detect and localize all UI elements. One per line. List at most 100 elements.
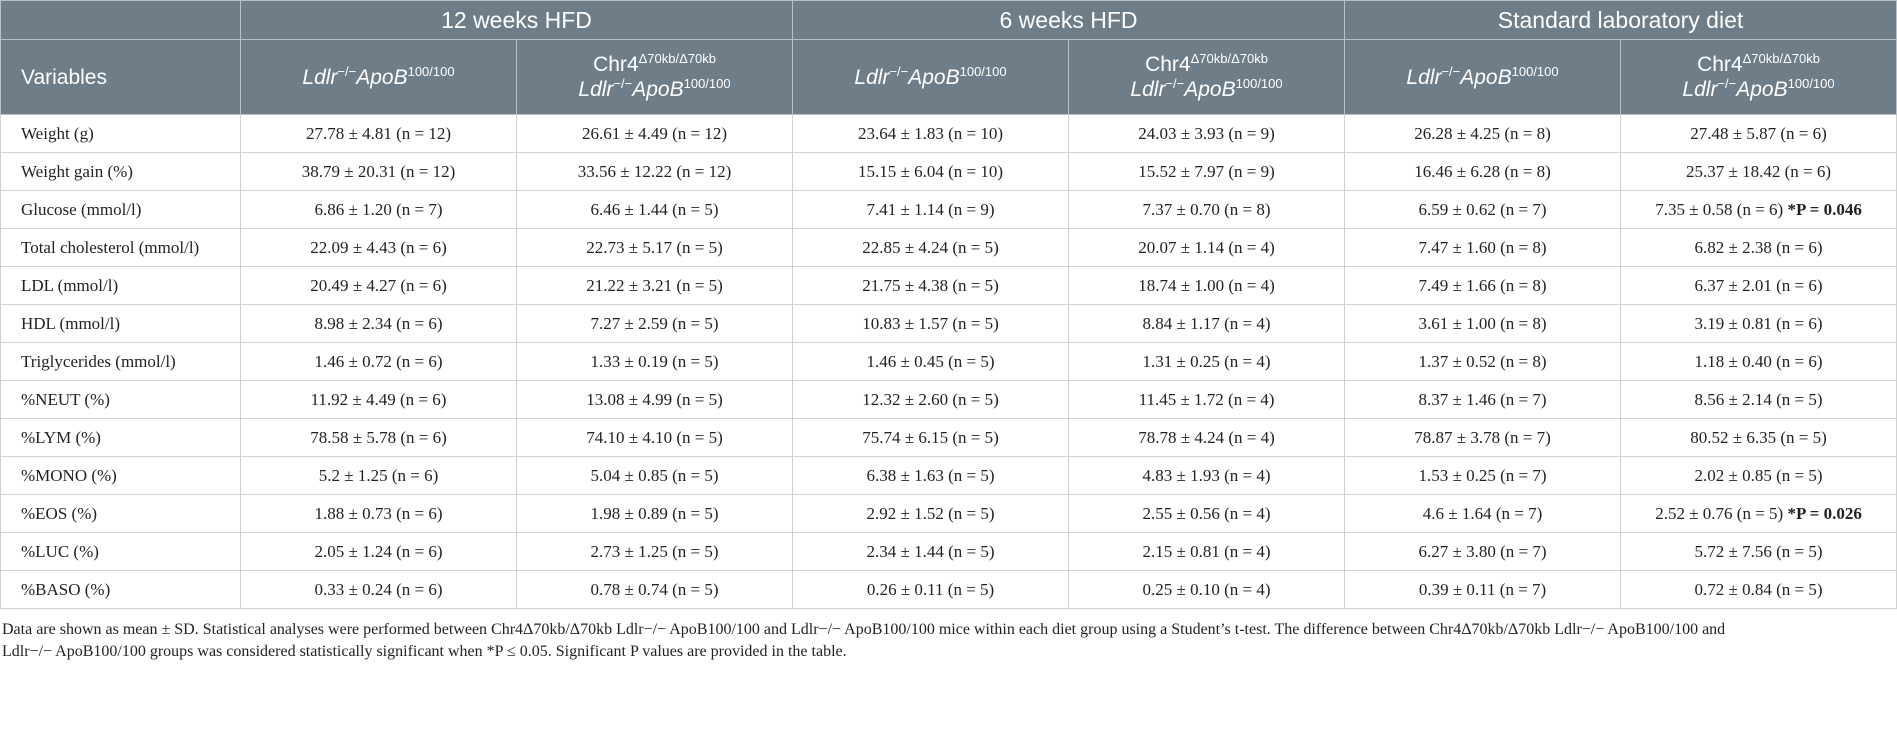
col-header-ko: Chr4Δ70kb/Δ70kb Ldlr−/−ApoB100/100 xyxy=(1068,39,1346,115)
footnote-line-1: Data are shown as mean ± SD. Statistical… xyxy=(2,621,1726,638)
significance-value: *P = 0.026 xyxy=(1787,503,1862,523)
row-label: HDL (mmol/l) xyxy=(0,304,241,343)
cell-value: 27.48 ± 5.87 (n = 6) xyxy=(1690,123,1827,143)
table-cell: 6.46 ± 1.44 (n = 5) xyxy=(515,190,794,229)
table-cell: 78.87 ± 3.78 (n = 7) xyxy=(1344,418,1622,457)
table-cell: 6.27 ± 3.80 (n = 7) xyxy=(1344,532,1622,571)
row-label: %LYM (%) xyxy=(0,418,241,457)
table-cell: 2.05 ± 1.24 (n = 6) xyxy=(240,532,517,571)
cell-value: 1.46 ± 0.72 (n = 6) xyxy=(314,351,443,371)
table-cell: 8.84 ± 1.17 (n = 4) xyxy=(1068,304,1346,343)
table-cell: 13.08 ± 4.99 (n = 5) xyxy=(515,380,794,419)
cell-value: 3.61 ± 1.00 (n = 8) xyxy=(1418,313,1547,333)
table-row: Weight gain (%) 38.79 ± 20.31 (n = 12) 33.… xyxy=(0,152,1897,191)
cell-value: 15.52 ± 7.97 (n = 9) xyxy=(1138,161,1275,181)
table-cell: 6.59 ± 0.62 (n = 7) xyxy=(1344,190,1622,229)
table-cell: 0.78 ± 0.74 (n = 5) xyxy=(515,570,794,609)
cell-value: 0.33 ± 0.24 (n = 6) xyxy=(314,579,443,599)
row-label: %NEUT (%) xyxy=(0,380,241,419)
table-cell: 10.83 ± 1.57 (n = 5) xyxy=(792,304,1070,343)
cell-value: 0.25 ± 0.10 (n = 4) xyxy=(1142,579,1271,599)
row-label: Weight gain (%) xyxy=(0,152,241,191)
cell-value: 8.56 ± 2.14 (n = 5) xyxy=(1694,389,1823,409)
row-label: Triglycerides (mmol/l) xyxy=(0,342,241,381)
table-cell: 24.03 ± 3.93 (n = 9) xyxy=(1068,114,1346,153)
table-row: Triglycerides (mmol/l) 1.46 ± 0.72 (n = 6… xyxy=(0,342,1897,381)
table-cell: 23.64 ± 1.83 (n = 10) xyxy=(792,114,1070,153)
cell-value: 22.73 ± 5.17 (n = 5) xyxy=(586,237,723,257)
cell-value: 8.84 ± 1.17 (n = 4) xyxy=(1142,313,1271,333)
table-cell: 0.39 ± 0.11 (n = 7) xyxy=(1344,570,1622,609)
cell-value: 16.46 ± 6.28 (n = 8) xyxy=(1414,161,1551,181)
cell-value: 4.83 ± 1.93 (n = 4) xyxy=(1142,465,1271,485)
table-cell: 7.37 ± 0.70 (n = 8) xyxy=(1068,190,1346,229)
table-cell: 21.22 ± 3.21 (n = 5) xyxy=(515,266,794,305)
cell-value: 74.10 ± 4.10 (n = 5) xyxy=(586,427,723,447)
cell-value: 1.18 ± 0.40 (n = 6) xyxy=(1694,351,1823,371)
cell-value: 7.47 ± 1.60 (n = 8) xyxy=(1418,237,1547,257)
row-label: Total cholesterol (mmol/l) xyxy=(0,228,241,267)
cell-value: 12.32 ± 2.60 (n = 5) xyxy=(862,389,999,409)
cell-value: 11.92 ± 4.49 (n = 6) xyxy=(310,389,447,409)
cell-value: 20.49 ± 4.27 (n = 6) xyxy=(310,275,447,295)
table-cell: 3.19 ± 0.81 (n = 6) xyxy=(1620,304,1897,343)
table-cell: 75.74 ± 6.15 (n = 5) xyxy=(792,418,1070,457)
table-cell: 80.52 ± 6.35 (n = 5) xyxy=(1620,418,1897,457)
cell-value: 2.55 ± 0.56 (n = 4) xyxy=(1142,503,1271,523)
table-cell: 2.02 ± 0.85 (n = 5) xyxy=(1620,456,1897,495)
cell-value: 8.37 ± 1.46 (n = 7) xyxy=(1418,389,1547,409)
cell-value: 7.27 ± 2.59 (n = 5) xyxy=(590,313,719,333)
table-cell: 1.88 ± 0.73 (n = 6) xyxy=(240,494,517,533)
cell-value: 6.59 ± 0.62 (n = 7) xyxy=(1418,199,1547,219)
cell-value: 78.58 ± 5.78 (n = 6) xyxy=(310,427,447,447)
cell-value: 6.86 ± 1.20 (n = 7) xyxy=(314,199,443,219)
row-label: LDL (mmol/l) xyxy=(0,266,241,305)
table-cell: 1.18 ± 0.40 (n = 6) xyxy=(1620,342,1897,381)
table-cell: 7.47 ± 1.60 (n = 8) xyxy=(1344,228,1622,267)
group-header-12wk: 12 weeks HFD xyxy=(239,0,794,40)
cell-value: 78.87 ± 3.78 (n = 7) xyxy=(1414,427,1551,447)
cell-value: 4.6 ± 1.64 (n = 7) xyxy=(1422,503,1543,523)
table-cell: 3.61 ± 1.00 (n = 8) xyxy=(1344,304,1622,343)
table-cell: 6.82 ± 2.38 (n = 6) xyxy=(1620,228,1897,267)
cell-value: 7.49 ± 1.66 (n = 8) xyxy=(1418,275,1547,295)
cell-value: 3.19 ± 0.81 (n = 6) xyxy=(1694,313,1823,333)
cell-value: 2.15 ± 0.81 (n = 4) xyxy=(1142,541,1271,561)
table-body: Weight (g) 27.78 ± 4.81 (n = 12) 26.61 ± 4… xyxy=(0,114,1897,609)
cell-value: 23.64 ± 1.83 (n = 10) xyxy=(858,123,1004,143)
cell-value: 22.09 ± 4.43 (n = 6) xyxy=(310,237,447,257)
cell-value: 2.73 ± 1.25 (n = 5) xyxy=(590,541,719,561)
col-header-wt: Ldlr−/−ApoB100/100 xyxy=(1344,39,1622,115)
table-row: %EOS (%) 1.88 ± 0.73 (n = 6) 1.98 ± 0.89 (… xyxy=(0,494,1897,533)
table-cell: 6.38 ± 1.63 (n = 5) xyxy=(792,456,1070,495)
table-cell: 20.49 ± 4.27 (n = 6) xyxy=(240,266,517,305)
table-cell: 27.78 ± 4.81 (n = 12) xyxy=(240,114,517,153)
table-cell: 7.41 ± 1.14 (n = 9) xyxy=(792,190,1070,229)
group-header-6wk: 6 weeks HFD xyxy=(792,0,1346,40)
cell-value: 75.74 ± 6.15 (n = 5) xyxy=(862,427,999,447)
group-header-standard: Standard laboratory diet xyxy=(1344,0,1897,40)
table-cell: 27.48 ± 5.87 (n = 6) xyxy=(1620,114,1897,153)
cell-value: 6.82 ± 2.38 (n = 6) xyxy=(1694,237,1823,257)
row-label: %BASO (%) xyxy=(0,570,241,609)
table-cell: 0.72 ± 0.84 (n = 5) xyxy=(1620,570,1897,609)
cell-value: 13.08 ± 4.99 (n = 5) xyxy=(586,389,723,409)
group-header-row: 12 weeks HFD 6 weeks HFD Standard labora… xyxy=(0,0,1897,40)
table-cell: 0.26 ± 0.11 (n = 5) xyxy=(792,570,1070,609)
table-cell: 0.25 ± 0.10 (n = 4) xyxy=(1068,570,1346,609)
table-cell: 22.09 ± 4.43 (n = 6) xyxy=(240,228,517,267)
col-header-ko: Chr4Δ70kb/Δ70kb Ldlr−/−ApoB100/100 xyxy=(515,39,794,115)
table-cell: 12.32 ± 2.60 (n = 5) xyxy=(792,380,1070,419)
table-cell: 2.52 ± 0.76 (n = 5) *P = 0.026 xyxy=(1620,494,1897,533)
row-label: Weight (g) xyxy=(0,114,241,153)
cell-value: 0.26 ± 0.11 (n = 5) xyxy=(866,579,995,599)
cell-value: 0.78 ± 0.74 (n = 5) xyxy=(590,579,719,599)
cell-value: 5.2 ± 1.25 (n = 6) xyxy=(318,465,439,485)
row-label: %LUC (%) xyxy=(0,532,241,571)
table-cell: 1.46 ± 0.72 (n = 6) xyxy=(240,342,517,381)
table-cell: 5.2 ± 1.25 (n = 6) xyxy=(240,456,517,495)
cell-value: 26.61 ± 4.49 (n = 12) xyxy=(582,123,727,143)
table-cell: 78.58 ± 5.78 (n = 6) xyxy=(240,418,517,457)
cell-value: 24.03 ± 3.93 (n = 9) xyxy=(1138,123,1275,143)
table-cell: 1.31 ± 0.25 (n = 4) xyxy=(1068,342,1346,381)
